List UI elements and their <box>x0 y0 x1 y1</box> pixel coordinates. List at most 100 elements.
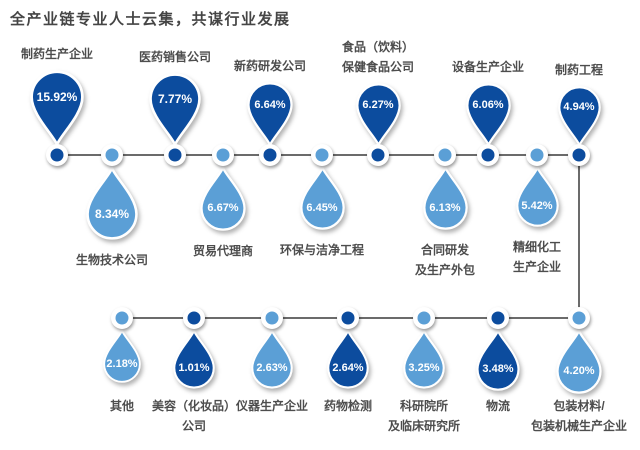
drop-marker: 2.18% <box>103 329 141 383</box>
drop-shape-icon <box>422 166 468 230</box>
pin-shape-icon <box>149 73 201 147</box>
category-label: 其他 <box>32 396 212 416</box>
drop-shape-icon <box>515 166 559 227</box>
drop-marker: 8.34% <box>86 166 138 240</box>
timeline-node <box>434 144 456 166</box>
drop-marker: 6.45% <box>299 166 345 230</box>
timeline-node-dot <box>105 148 119 162</box>
category-label-line: 医药销售公司 <box>138 50 211 64</box>
pin-marker: 7.77% <box>149 73 201 147</box>
pin-marker: 6.06% <box>465 83 511 147</box>
category-label-line: 制药生产企业 <box>20 47 93 61</box>
drop-marker: 5.42% <box>515 166 559 227</box>
category-label-line: 其他 <box>109 399 134 413</box>
drop-shape-icon <box>200 166 246 231</box>
row-connector-line <box>578 155 580 318</box>
timeline-node-dot <box>438 148 452 162</box>
category-label-line: 合同研发 <box>420 243 469 257</box>
drop-marker: 2.63% <box>251 329 293 389</box>
category-label-line: 包装机械生产企业 <box>530 419 627 433</box>
category-label: 新药研发公司 <box>180 56 360 76</box>
value-label: 4.20% <box>563 365 595 378</box>
value-label: 8.34% <box>94 207 130 222</box>
drop-shape-icon <box>86 166 138 240</box>
drop-shape-icon <box>403 329 445 389</box>
category-label: 设备生产企业 <box>398 57 578 77</box>
timeline-node-dot <box>572 148 586 162</box>
category-label: 制药生产企业 <box>0 44 147 64</box>
category-label: 生物技术公司 <box>22 250 202 270</box>
timeline-node <box>212 144 234 166</box>
timeline-node <box>101 144 123 166</box>
category-label: 贸易代理商 <box>133 241 313 261</box>
drop-marker: 4.20% <box>556 329 602 394</box>
pin-marker: 4.94% <box>557 86 601 147</box>
category-label: 制药工程 <box>489 60 640 80</box>
drop-shape-icon <box>251 329 293 389</box>
category-label: 精细化工 生产企业 <box>447 237 627 277</box>
category-label: 药物检测 <box>258 396 438 416</box>
timeline-node-dot <box>50 148 64 162</box>
category-label-line: 精细化工 <box>512 240 561 254</box>
pin-shape-icon <box>465 83 511 147</box>
value-label: 2.63% <box>256 362 288 374</box>
timeline-node-dot <box>481 148 495 162</box>
timeline-node <box>259 144 281 166</box>
drop-shape-icon <box>173 329 215 389</box>
category-label: 物流 <box>408 396 588 416</box>
category-label-line: 生产企业 <box>512 260 561 274</box>
timeline-node <box>477 144 499 166</box>
value-label: 1.01% <box>178 362 210 374</box>
category-label-line: 设备生产企业 <box>451 60 524 74</box>
timeline-node-dot <box>341 311 355 325</box>
timeline-node-dot <box>417 311 431 325</box>
timeline-node <box>526 144 548 166</box>
pin-marker: 6.64% <box>247 82 293 147</box>
timeline-node <box>337 307 359 329</box>
pin-shape-icon <box>247 82 293 147</box>
value-label: 2.64% <box>332 362 364 374</box>
page-title: 全产业链专业人士云集，共谋行业发展 <box>10 11 291 28</box>
timeline-node <box>261 307 283 329</box>
category-label-line: 仪器生产企业 <box>235 399 308 413</box>
timeline-node-dot <box>491 311 505 325</box>
pin-shape-icon <box>557 86 601 147</box>
timeline-node <box>487 307 509 329</box>
category-label-line: 及生产外包 <box>414 263 475 277</box>
category-label-line: 包装材料/ <box>553 399 605 413</box>
value-label: 3.48% <box>482 363 514 376</box>
category-label: 食品（饮料） 保健食品公司 <box>288 37 468 77</box>
category-label-line: 美容（化妆品） <box>151 399 236 413</box>
category-label: 仪器生产企业 <box>182 396 362 416</box>
value-label: 4.94% <box>563 101 595 114</box>
drop-shape-icon <box>556 329 602 394</box>
category-label: 包装材料/包装机械生产企业 <box>489 396 640 436</box>
category-label-line: 及临床研究所 <box>387 419 460 433</box>
value-label: 6.67% <box>207 202 239 215</box>
value-label: 6.06% <box>472 99 504 112</box>
drop-marker: 6.67% <box>200 166 246 231</box>
timeline-node <box>568 144 590 166</box>
value-label: 7.77% <box>157 91 193 106</box>
category-label-line: 保健食品公司 <box>341 60 414 74</box>
pin-shape-icon <box>355 83 401 147</box>
timeline-node-dot <box>315 148 329 162</box>
value-label: 5.42% <box>521 199 553 212</box>
timeline-node <box>413 307 435 329</box>
category-label: 医药销售公司 <box>85 47 265 67</box>
timeline-node-dot <box>216 148 230 162</box>
value-label: 6.13% <box>429 201 461 214</box>
value-label: 3.25% <box>408 362 440 374</box>
pin-marker: 6.27% <box>355 83 401 147</box>
value-label: 6.64% <box>254 98 286 111</box>
category-label-line: 物流 <box>485 399 510 413</box>
category-label-line: 食品（饮料） <box>341 40 414 54</box>
drop-marker: 3.48% <box>476 329 520 391</box>
timeline-node-dot <box>168 148 182 162</box>
pin-marker: 15.92% <box>30 70 84 147</box>
drop-shape-icon <box>299 166 345 230</box>
timeline-node <box>568 307 590 329</box>
timeline-node-dot <box>263 148 277 162</box>
category-label-line: 新药研发公司 <box>233 59 306 73</box>
